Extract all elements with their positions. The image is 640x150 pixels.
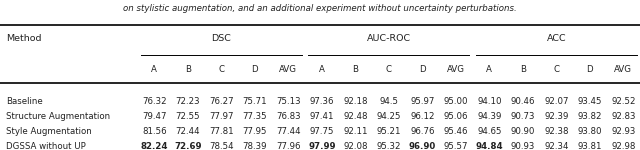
Text: 95.46: 95.46 bbox=[444, 127, 468, 136]
Text: 77.96: 77.96 bbox=[276, 142, 301, 150]
Text: B: B bbox=[520, 65, 526, 74]
Text: 92.48: 92.48 bbox=[343, 112, 367, 121]
Text: 95.32: 95.32 bbox=[376, 142, 401, 150]
Text: 92.38: 92.38 bbox=[544, 127, 568, 136]
Text: 75.71: 75.71 bbox=[243, 97, 267, 106]
Text: 82.24: 82.24 bbox=[141, 142, 168, 150]
Text: Baseline: Baseline bbox=[6, 97, 43, 106]
Text: 92.39: 92.39 bbox=[544, 112, 568, 121]
Text: AUC-ROC: AUC-ROC bbox=[367, 34, 411, 43]
Text: Style Augmentation: Style Augmentation bbox=[6, 127, 92, 136]
Text: 92.08: 92.08 bbox=[343, 142, 367, 150]
Text: 94.84: 94.84 bbox=[476, 142, 503, 150]
Text: 92.11: 92.11 bbox=[343, 127, 367, 136]
Text: 77.44: 77.44 bbox=[276, 127, 301, 136]
Text: ACC: ACC bbox=[547, 34, 566, 43]
Text: B: B bbox=[352, 65, 358, 74]
Text: A: A bbox=[486, 65, 492, 74]
Text: AVG: AVG bbox=[614, 65, 632, 74]
Text: 95.57: 95.57 bbox=[444, 142, 468, 150]
Text: 72.69: 72.69 bbox=[174, 142, 202, 150]
Text: 90.93: 90.93 bbox=[511, 142, 535, 150]
Text: DGSSA without UP: DGSSA without UP bbox=[6, 142, 86, 150]
Text: 97.99: 97.99 bbox=[308, 142, 335, 150]
Text: A: A bbox=[152, 65, 157, 74]
Text: C: C bbox=[386, 65, 392, 74]
Text: 76.83: 76.83 bbox=[276, 112, 301, 121]
Text: D: D bbox=[586, 65, 593, 74]
Text: 77.81: 77.81 bbox=[209, 127, 234, 136]
Text: 92.52: 92.52 bbox=[611, 97, 636, 106]
Text: 93.81: 93.81 bbox=[577, 142, 602, 150]
Text: 93.82: 93.82 bbox=[577, 112, 602, 121]
Text: 78.54: 78.54 bbox=[209, 142, 234, 150]
Text: C: C bbox=[553, 65, 559, 74]
Text: DSC: DSC bbox=[211, 34, 231, 43]
Text: 78.39: 78.39 bbox=[243, 142, 267, 150]
Text: 72.55: 72.55 bbox=[175, 112, 200, 121]
Text: 93.80: 93.80 bbox=[577, 127, 602, 136]
Text: 79.47: 79.47 bbox=[142, 112, 166, 121]
Text: 95.21: 95.21 bbox=[376, 127, 401, 136]
Text: 92.98: 92.98 bbox=[611, 142, 636, 150]
Text: 92.93: 92.93 bbox=[611, 127, 636, 136]
Text: 94.25: 94.25 bbox=[376, 112, 401, 121]
Text: 92.07: 92.07 bbox=[544, 97, 568, 106]
Text: on stylistic augmentation, and an additional experiment without uncertainty pert: on stylistic augmentation, and an additi… bbox=[123, 4, 517, 13]
Text: D: D bbox=[419, 65, 426, 74]
Text: D: D bbox=[252, 65, 258, 74]
Text: 96.76: 96.76 bbox=[410, 127, 435, 136]
Text: A: A bbox=[319, 65, 324, 74]
Text: 92.18: 92.18 bbox=[343, 97, 367, 106]
Text: 72.23: 72.23 bbox=[175, 97, 200, 106]
Text: 94.5: 94.5 bbox=[380, 97, 398, 106]
Text: C: C bbox=[218, 65, 225, 74]
Text: 96.12: 96.12 bbox=[410, 112, 435, 121]
Text: 95.97: 95.97 bbox=[410, 97, 435, 106]
Text: 95.06: 95.06 bbox=[444, 112, 468, 121]
Text: 77.95: 77.95 bbox=[243, 127, 267, 136]
Text: 93.45: 93.45 bbox=[577, 97, 602, 106]
Text: 75.13: 75.13 bbox=[276, 97, 301, 106]
Text: AVG: AVG bbox=[279, 65, 298, 74]
Text: 81.56: 81.56 bbox=[142, 127, 166, 136]
Text: 94.39: 94.39 bbox=[477, 112, 502, 121]
Text: B: B bbox=[185, 65, 191, 74]
Text: 92.34: 92.34 bbox=[544, 142, 568, 150]
Text: AVG: AVG bbox=[447, 65, 465, 74]
Text: 76.27: 76.27 bbox=[209, 97, 234, 106]
Text: 77.97: 77.97 bbox=[209, 112, 234, 121]
Text: 92.83: 92.83 bbox=[611, 112, 636, 121]
Text: 90.90: 90.90 bbox=[511, 127, 535, 136]
Text: 90.46: 90.46 bbox=[511, 97, 535, 106]
Text: 77.35: 77.35 bbox=[243, 112, 267, 121]
Text: 94.10: 94.10 bbox=[477, 97, 502, 106]
Text: Method: Method bbox=[6, 34, 42, 43]
Text: 96.90: 96.90 bbox=[409, 142, 436, 150]
Text: Structure Augmentation: Structure Augmentation bbox=[6, 112, 111, 121]
Text: 76.32: 76.32 bbox=[142, 97, 166, 106]
Text: 90.73: 90.73 bbox=[511, 112, 535, 121]
Text: 97.75: 97.75 bbox=[310, 127, 334, 136]
Text: 97.41: 97.41 bbox=[310, 112, 334, 121]
Text: 72.44: 72.44 bbox=[175, 127, 200, 136]
Text: 94.65: 94.65 bbox=[477, 127, 502, 136]
Text: 95.00: 95.00 bbox=[444, 97, 468, 106]
Text: 97.36: 97.36 bbox=[310, 97, 334, 106]
